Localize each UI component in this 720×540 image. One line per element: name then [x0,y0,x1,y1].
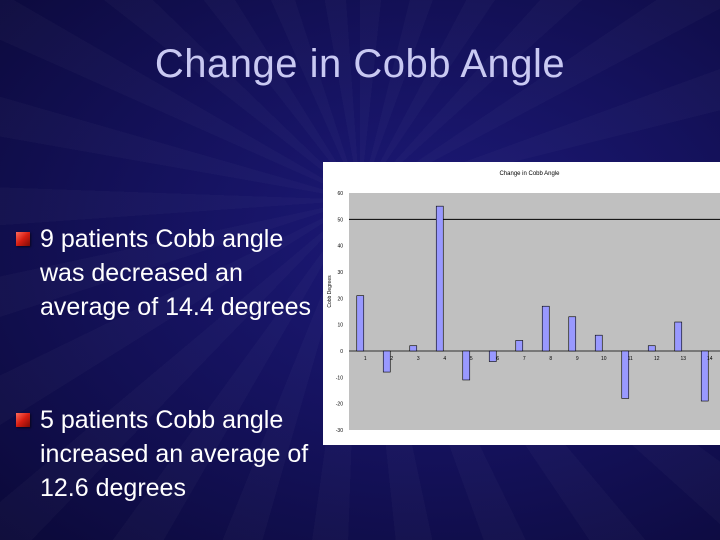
bullet-text: 9 patients Cobb angle was decreased an a… [40,225,312,321]
y-tick-label: 50 [337,217,343,223]
bar [568,316,577,352]
x-tick-label: 10 [601,356,607,362]
bar [382,350,391,373]
y-tick-label: 60 [337,191,343,197]
bullet-text: 5 patients Cobb angle increased an avera… [40,406,309,502]
chart-title: Change in Cobb Angle [499,171,560,177]
y-tick-label: -10 [336,375,343,381]
x-tick-label: 14 [707,356,713,362]
bullet-marker-icon [16,413,30,427]
x-tick-label: 7 [523,356,526,362]
bar [356,295,365,352]
x-tick-label: 3 [417,356,420,362]
x-tick-label: 9 [576,356,579,362]
x-tick-label: 2 [390,356,393,362]
x-tick-label: 1 [364,356,367,362]
y-tick-label: 0 [340,349,343,355]
bar [462,350,471,381]
x-tick-label: 8 [549,356,552,362]
bar [541,305,550,352]
bar [674,321,683,352]
y-axis-label: Cobb Degrees [327,275,333,308]
x-tick-label: 6 [496,356,499,362]
y-tick-label: 30 [337,270,343,276]
bar [435,205,444,352]
x-tick-label: 13 [680,356,686,362]
y-tick-label: -30 [336,428,343,434]
chart-container: Change in Cobb Angle Cobb Degrees 60 50 40 30… [323,162,720,445]
bar [621,350,630,399]
plot-area [349,193,720,430]
bar [647,345,656,352]
x-tick-label: 12 [654,356,660,362]
x-tick-label: 5 [470,356,473,362]
y-tick-label: 20 [337,296,343,302]
bullet-marker-icon [16,232,30,246]
y-tick-label: 40 [337,244,343,250]
bar [594,334,603,352]
y-tick-label: -20 [336,402,343,408]
x-tick-label: 4 [443,356,446,362]
bar [515,340,524,352]
bar [409,345,418,352]
bar [488,350,497,362]
slide-title: Change in Cobb Angle [154,42,566,86]
bar [700,350,709,402]
x-tick-label: 11 [628,356,633,362]
y-tick-label: 10 [337,323,343,329]
